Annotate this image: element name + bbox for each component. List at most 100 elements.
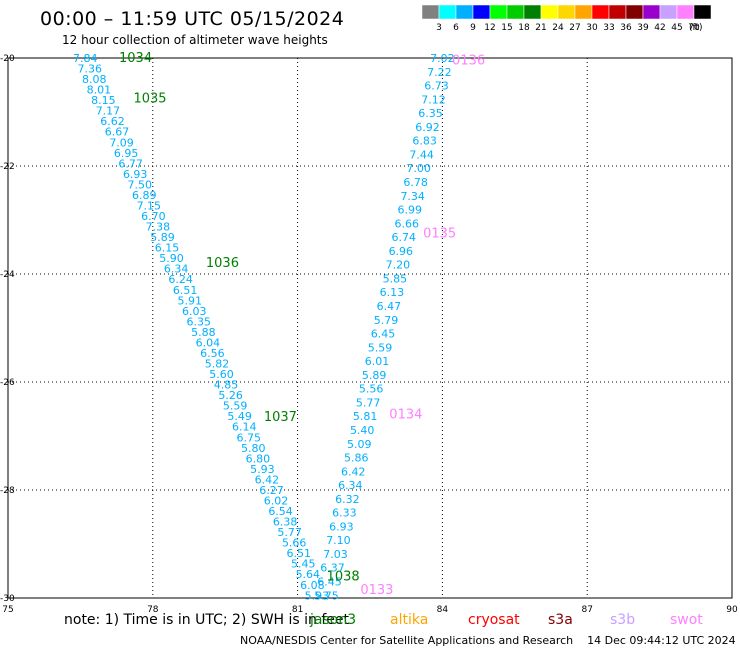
- swh-value: 6.01: [365, 355, 390, 368]
- swh-value: 6.78: [403, 176, 428, 189]
- swh-value: 7.84: [73, 52, 98, 65]
- color-scale-label: 18: [518, 23, 530, 33]
- mission-legend-swot: swot: [670, 612, 703, 628]
- swh-value: 6.51: [173, 284, 198, 297]
- swh-value: 5.59: [223, 400, 248, 413]
- swh-value: 6.47: [377, 300, 402, 313]
- swh-value: 5.64: [296, 568, 321, 581]
- swh-value: 7.02: [430, 52, 455, 65]
- color-swatch: [557, 4, 576, 20]
- swh-value: 5.79: [374, 314, 399, 327]
- color-scale-label: 9: [470, 23, 476, 33]
- pass-time-label: 0133: [360, 583, 393, 598]
- y-tick-label: -24: [0, 270, 15, 280]
- color-swatch: [659, 4, 678, 20]
- swh-value: 6.99: [397, 204, 422, 217]
- swh-value: 6.27: [259, 484, 284, 497]
- swh-value: 6.42: [255, 473, 280, 486]
- color-swatch: [608, 4, 627, 20]
- swh-value: 6.33: [332, 507, 357, 520]
- swh-value: 7.22: [427, 66, 452, 79]
- color-scale-label: 6: [453, 23, 459, 33]
- color-scale-label: 3: [436, 23, 442, 33]
- swh-value: 6.14: [232, 421, 257, 434]
- page-subtitle: 12 hour collection of altimeter wave hei…: [62, 33, 328, 47]
- swh-value: 6.67: [105, 126, 130, 139]
- mission-legend-s3b: s3b: [610, 612, 636, 628]
- swh-value: 6.38: [273, 516, 298, 529]
- swh-value: 6.62: [100, 115, 125, 128]
- swh-value: 7.12: [421, 93, 446, 106]
- y-tick-label: -20: [0, 54, 15, 64]
- swh-value: 7.10: [326, 534, 351, 547]
- swh-value: 5.81: [353, 410, 378, 423]
- swh-value: 6.77: [118, 157, 143, 170]
- mission-legend-jason3: jason3: [310, 612, 357, 628]
- swh-value: 6.35: [187, 315, 212, 328]
- swh-value: 6.83: [412, 135, 437, 148]
- swh-value: 7.38: [146, 221, 171, 234]
- swh-value: 7.15: [137, 199, 162, 212]
- swh-value: 5.09: [347, 438, 372, 451]
- y-tick-label: -30: [0, 594, 15, 604]
- color-scale-label: 30: [586, 23, 598, 33]
- swh-value: 6.70: [141, 210, 166, 223]
- color-scale-label: 36: [620, 23, 632, 33]
- color-scale-label: 45: [671, 23, 682, 33]
- swh-value: 8.08: [82, 73, 107, 86]
- color-scale-label: 33: [603, 23, 614, 33]
- color-swatch: [506, 4, 525, 20]
- color-scale-label: 15: [501, 23, 512, 33]
- color-swatch: [591, 4, 610, 20]
- mission-legend-s3a: s3a: [548, 612, 573, 628]
- swh-value: 5.93: [305, 589, 330, 602]
- x-tick-label: 87: [581, 605, 592, 615]
- color-scale-label: 42: [654, 23, 665, 33]
- swh-value: 7.50: [127, 178, 152, 191]
- x-tick-label: 81: [292, 605, 303, 615]
- swh-value: 7.03: [323, 548, 348, 561]
- swh-value: 4.85: [214, 379, 239, 392]
- swh-value: 6.35: [418, 107, 443, 120]
- swh-value: 5.75: [314, 589, 339, 602]
- color-swatch: [642, 4, 661, 20]
- mission-legend-altika: altika: [390, 612, 429, 628]
- x-tick-label: 78: [147, 605, 159, 615]
- color-swatch: [676, 4, 695, 20]
- color-scale-label: 21: [535, 23, 546, 33]
- swh-value: 6.42: [341, 465, 366, 478]
- swh-value: 5.93: [250, 463, 275, 476]
- swh-value: 6.74: [392, 231, 417, 244]
- swh-value: 7.20: [386, 259, 411, 272]
- y-tick-label: -28: [0, 486, 15, 496]
- swh-value: 6.89: [132, 189, 157, 202]
- color-swatch: [540, 4, 559, 20]
- swh-value-labels: 7.847.368.088.018.157.176.626.677.096.95…: [73, 52, 455, 602]
- swh-value: 7.00: [406, 162, 431, 175]
- swh-value: 8.15: [91, 94, 116, 107]
- swh-value: 6.95: [114, 147, 139, 160]
- footer-credit: NOAA/NESDIS Center for Satellite Applica…: [240, 634, 736, 647]
- page-title: 00:00 – 11:59 UTC 05/15/2024: [40, 8, 345, 30]
- color-swatch: [421, 4, 440, 20]
- swh-value: 5.59: [368, 341, 393, 354]
- swh-value: 5.82: [205, 358, 230, 371]
- swh-value: 5.80: [241, 442, 266, 455]
- swh-value: 6.32: [335, 493, 360, 506]
- swh-value: 6.73: [424, 80, 449, 93]
- pass-time-labels: 1034 1035 1036 1037 1038 0136 0135 0134 0133: [119, 51, 485, 598]
- color-scale-unit: (ft): [689, 23, 703, 33]
- swh-value: 6.92: [415, 121, 440, 134]
- color-scale-label: 12: [484, 23, 495, 33]
- color-swatch: [625, 4, 644, 20]
- swh-value: 6.66: [395, 217, 420, 230]
- swh-value: 6.93: [123, 168, 148, 181]
- axis-tick-labels: 75 78 81 84 87 90 -20 -22 -24 -26 -28 -30: [0, 54, 738, 615]
- swh-value: 6.45: [371, 328, 396, 341]
- pass-time-label: 1035: [133, 92, 166, 107]
- swh-value: 5.60: [209, 368, 234, 381]
- swh-value: 5.26: [218, 389, 243, 402]
- swh-value: 5.88: [191, 326, 216, 339]
- color-scale-label: 39: [637, 23, 649, 33]
